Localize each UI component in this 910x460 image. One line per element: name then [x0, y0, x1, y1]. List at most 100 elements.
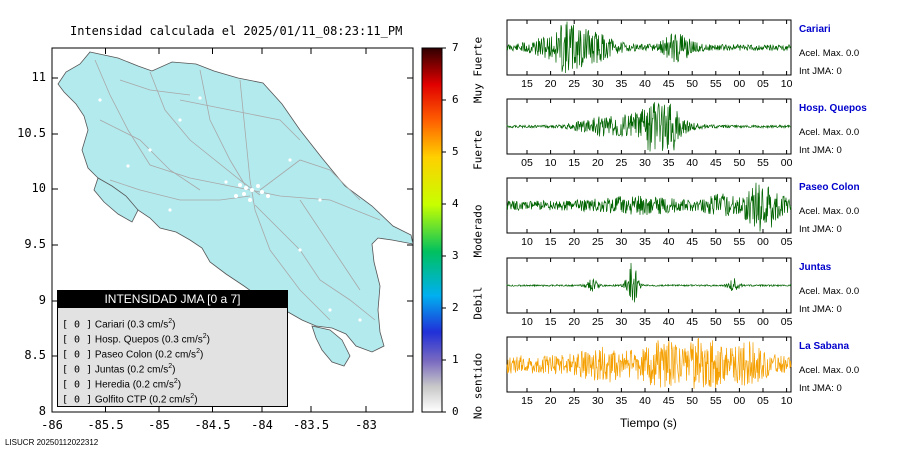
station-accel: Acel. Max. 0.0 — [799, 206, 860, 217]
legend-accel: (0.2 cm/s — [132, 379, 174, 391]
trace-tick-label: 50 — [733, 157, 746, 169]
y-tick-label: 10 — [31, 181, 46, 195]
trace-tick-label: 55 — [709, 78, 722, 90]
legend-accel: (0.2 cm/s — [154, 349, 197, 361]
legend-exp: 2 — [168, 318, 173, 325]
map-title: Intensidad calculada el 2025/01/11_08:23… — [70, 24, 403, 38]
trace-tick-label: 05 — [780, 316, 793, 328]
trace-tick-label: 30 — [639, 157, 651, 169]
trace-tick-label: 20 — [591, 157, 604, 169]
trace-tick-label: 05 — [757, 78, 769, 90]
station-name: Paseo Colon — [799, 182, 860, 193]
colorbar-category: Fuerte — [471, 130, 485, 170]
station-accel: Acel. Max. 0.0 — [799, 365, 860, 376]
trace-tick-label: 55 — [757, 157, 769, 169]
trace-tick-label: 35 — [639, 236, 651, 248]
trace-tick-label: 35 — [615, 395, 628, 407]
trace-tick-label: 00 — [757, 236, 769, 248]
x-tick-label: -85 — [148, 418, 170, 432]
trace-tick-label: 45 — [662, 395, 675, 407]
locality-points — [98, 96, 362, 322]
legend-station: Juntas — [94, 364, 125, 376]
trace-tick-label: 25 — [591, 316, 604, 328]
legend-exp: 2 — [168, 363, 173, 370]
colorbar-category: No sentido — [471, 352, 485, 420]
trace-tick-label: 45 — [686, 316, 699, 328]
trace-tick-label: 40 — [662, 316, 675, 328]
trace-tick-label: 20 — [568, 236, 581, 248]
trace-tick-label: 15 — [568, 157, 581, 169]
trace-tick-label: 20 — [544, 78, 557, 90]
colorbar-tick-label: 1 — [452, 353, 459, 366]
trace-tick-label: 45 — [709, 157, 722, 169]
trace-tick-label: 30 — [591, 395, 604, 407]
trace-tick-label: 35 — [639, 316, 651, 328]
legend-level: [ 0 ] — [62, 394, 93, 406]
station-name: Cariari — [799, 24, 831, 35]
colorbar-category: Muy Fuerte — [471, 36, 485, 104]
colorbar-tick-label: 0 — [452, 405, 459, 418]
trace-tick-label: 10 — [521, 316, 533, 328]
land-nicoya — [93, 177, 139, 223]
trace-panel-paseo-colon — [506, 177, 792, 234]
legend-item: [ 0 ] Cariari (0.3 cm/s2) — [62, 318, 176, 331]
road-network — [94, 59, 381, 321]
legend-level: [ 0 ] — [62, 334, 93, 346]
trace-panel-juntas — [506, 257, 792, 314]
y-tick-label: 10.5 — [17, 126, 46, 140]
legend-station: Cariari — [94, 319, 125, 331]
land-osa — [311, 325, 351, 367]
legend-accel: (0.2 cm/s — [149, 394, 191, 406]
legend-item: [ 0 ] Juntas (0.2 cm/s2) — [62, 363, 176, 376]
legend-item: [ 0 ] Paseo Colon (0.2 cm/s2) — [62, 348, 204, 361]
trace-tick-label: 55 — [733, 236, 746, 248]
trace-tick-label: 25 — [615, 157, 628, 169]
y-tick-label: 8 — [38, 404, 46, 418]
y-tick-label: 11 — [31, 70, 46, 84]
trace-tick-label: 00 — [733, 78, 746, 90]
station-name: La Sabana — [799, 341, 850, 352]
trace-panel-cariari — [506, 19, 792, 76]
footer-id: LISUCR 20250112022312 — [5, 438, 99, 447]
y-tick-label: 9 — [38, 293, 46, 307]
legend-level: [ 0 ] — [62, 319, 93, 331]
colorbar-category: Moderado — [471, 204, 485, 258]
legend-item: [ 0 ] Hosp. Quepos (0.3 cm/s2) — [62, 333, 210, 346]
waveform — [506, 182, 792, 232]
trace-tick-label: 25 — [568, 395, 581, 407]
trace-tick-label: 35 — [662, 157, 675, 169]
station-intensity: Int JMA: 0 — [799, 383, 842, 394]
x-tick-label: -83.5 — [292, 418, 330, 432]
trace-tick-label: 55 — [709, 395, 722, 407]
x-tick-label: -83 — [355, 418, 377, 432]
trace-tick-label: 15 — [544, 316, 557, 328]
x-tick-label: -84 — [251, 418, 273, 432]
legend-level: [ 0 ] — [62, 379, 93, 391]
colorbar-tick-label: 2 — [452, 301, 459, 314]
trace-tick-label: 30 — [591, 78, 604, 90]
trace-tick-label: 50 — [686, 78, 699, 90]
legend-accel: (0.2 cm/s — [127, 364, 169, 376]
trace-tick-label: 00 — [757, 316, 769, 328]
legend-item: [ 0 ] Golfito CTP (0.2 cm/s2) — [62, 393, 198, 406]
waveform — [506, 21, 792, 74]
trace-tick-label: 25 — [568, 78, 581, 90]
legend-accel: (0.3 cm/s — [161, 334, 203, 346]
station-intensity: Int JMA: 0 — [799, 304, 842, 315]
trace-tick-label: 50 — [709, 316, 722, 328]
trace-tick-label: 00 — [780, 157, 793, 169]
trace-tick-label: 40 — [662, 236, 675, 248]
trace-tick-label: 05 — [521, 157, 533, 169]
legend-station: Heredia — [94, 379, 130, 391]
trace-tick-label: 00 — [733, 395, 746, 407]
station-intensity: Int JMA: 0 — [799, 145, 842, 156]
colorbar-tick-label: 4 — [452, 197, 459, 210]
trace-tick-label: 35 — [615, 78, 628, 90]
trace-tick-label: 15 — [521, 395, 533, 407]
land-costa-rica — [57, 51, 413, 353]
legend-item: [ 0 ] Heredia (0.2 cm/s2) — [62, 378, 182, 391]
legend-exp: 2 — [202, 333, 207, 340]
legend-level: [ 0 ] — [62, 349, 93, 361]
legend-exp: 2 — [173, 378, 178, 385]
